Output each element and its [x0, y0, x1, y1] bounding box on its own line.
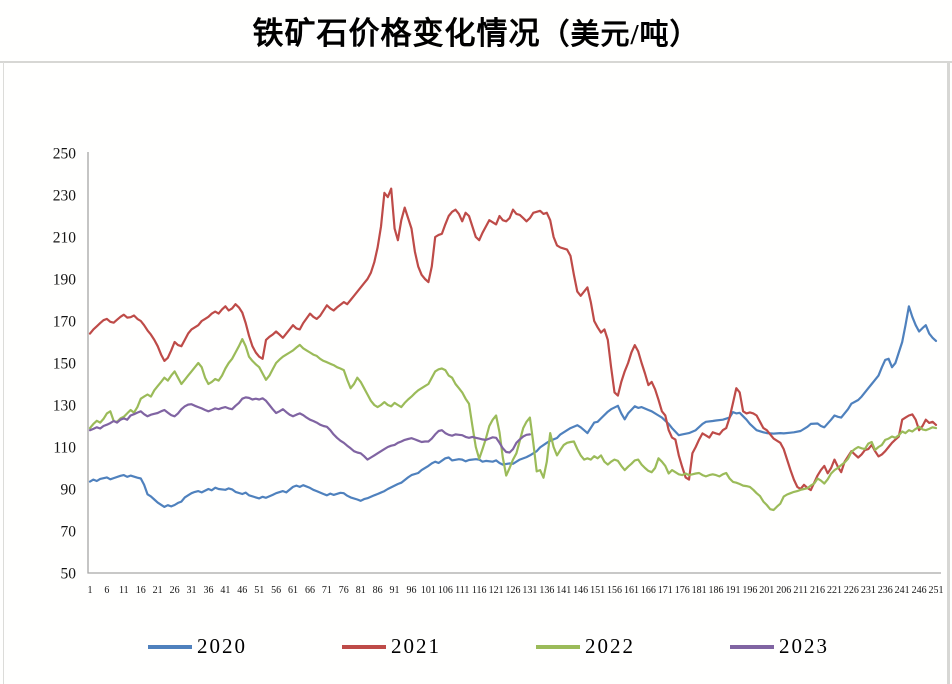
x-tick-label: 26	[170, 585, 180, 596]
legend-line-swatch-2020	[148, 644, 192, 649]
x-tick-label: 216	[810, 585, 825, 596]
legend-label-2021: 2021	[391, 634, 441, 658]
x-tick-label: 101	[421, 585, 436, 596]
y-tick-label: 90	[61, 482, 77, 499]
x-tick-label: 176	[675, 585, 690, 596]
y-tick-label: 250	[53, 146, 77, 163]
x-tick-label: 156	[607, 585, 622, 596]
x-tick-label: 246	[912, 585, 927, 596]
x-tick-label: 31	[187, 585, 197, 596]
x-tick-label: 141	[556, 585, 571, 596]
legend-line-swatch-2021	[342, 644, 386, 649]
x-tick-label: 61	[288, 585, 298, 596]
x-tick-label: 166	[641, 585, 656, 596]
chart-title-main: 铁矿石价格变化情况	[252, 16, 541, 51]
x-tick-label: 171	[658, 585, 673, 596]
x-tick-label: 81	[356, 585, 366, 596]
x-tick-label: 131	[522, 585, 537, 596]
y-tick-label: 230	[53, 188, 77, 205]
x-tick-label: 231	[861, 585, 876, 596]
y-tick-label: 70	[61, 524, 77, 541]
sheet-left-rule	[3, 62, 4, 684]
y-tick-label: 50	[61, 566, 77, 583]
x-tick-label: 121	[489, 585, 504, 596]
legend-label-2023: 2023	[779, 634, 829, 658]
y-tick-label: 130	[53, 398, 77, 415]
legend-label-2022: 2022	[585, 634, 635, 658]
legend-item-2020: 2020	[148, 634, 342, 659]
x-tick-label: 16	[136, 585, 146, 596]
legend-item-2022: 2022	[536, 634, 730, 659]
x-tick-label: 91	[390, 585, 400, 596]
legend-item-2021: 2021	[342, 634, 536, 659]
x-tick-label: 66	[305, 585, 315, 596]
x-tick-label: 51	[254, 585, 264, 596]
sheet-right-rule	[947, 62, 950, 684]
x-tick-label: 241	[895, 585, 910, 596]
x-tick-label: 191	[725, 585, 740, 596]
x-tick-label: 186	[709, 585, 724, 596]
legend-line-swatch-2022	[536, 644, 580, 649]
series-line-2021	[88, 187, 938, 492]
series-line-2023	[88, 396, 532, 461]
series-line-2022	[88, 338, 938, 512]
x-tick-label: 181	[692, 585, 707, 596]
x-tick-label: 106	[438, 585, 453, 596]
chart-legend: 2020 2021 2022 2023	[148, 634, 924, 659]
chart-title: 铁矿石价格变化情况（美元/吨）	[0, 8, 952, 53]
y-tick-label: 150	[53, 356, 77, 373]
x-tick-label: 226	[844, 585, 859, 596]
x-tick-label: 196	[742, 585, 757, 596]
x-tick-label: 236	[878, 585, 893, 596]
x-tick-label: 56	[271, 585, 281, 596]
x-tick-label: 126	[506, 585, 521, 596]
legend-item-2023: 2023	[730, 634, 924, 659]
y-tick-label: 210	[53, 230, 77, 247]
x-tick-label: 41	[220, 585, 230, 596]
x-tick-label: 206	[776, 585, 791, 596]
x-tick-label: 146	[573, 585, 588, 596]
x-tick-label: 201	[759, 585, 774, 596]
y-tick-label: 190	[53, 272, 77, 289]
y-tick-label: 170	[53, 314, 77, 331]
sheet-top-rule	[0, 61, 952, 63]
x-tick-label: 11	[119, 585, 129, 596]
x-tick-label: 111	[455, 585, 469, 596]
x-tick-label: 36	[203, 585, 213, 596]
x-tick-label: 221	[827, 585, 842, 596]
x-tick-label: 136	[539, 585, 554, 596]
x-tick-label: 71	[322, 585, 332, 596]
x-tick-label: 6	[104, 585, 109, 596]
legend-line-swatch-2023	[730, 644, 774, 649]
x-tick-label: 116	[472, 585, 487, 596]
x-tick-label: 86	[373, 585, 383, 596]
x-tick-label: 151	[590, 585, 605, 596]
x-tick-label: 96	[406, 585, 416, 596]
axis-lines	[87, 152, 941, 574]
series-line-2020	[88, 305, 938, 508]
x-tick-label: 21	[153, 585, 163, 596]
chart-title-unit: （美元/吨）	[540, 19, 700, 51]
x-tick-label: 1	[88, 585, 93, 596]
x-tick-label: 251	[929, 585, 944, 596]
x-tick-label: 46	[237, 585, 247, 596]
x-tick-label: 76	[339, 585, 349, 596]
legend-label-2020: 2020	[197, 634, 247, 658]
y-tick-label: 110	[53, 440, 76, 457]
x-tick-label: 211	[793, 585, 808, 596]
x-tick-label: 161	[624, 585, 639, 596]
